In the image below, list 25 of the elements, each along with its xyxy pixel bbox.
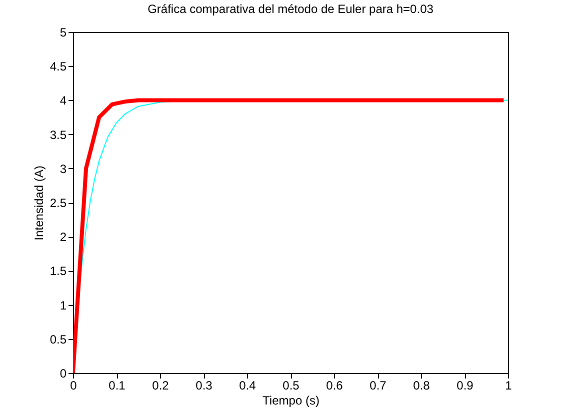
x-tick-label: 0.1: [108, 378, 126, 392]
x-tick-label: 0.5: [282, 378, 300, 392]
x-tick-label: 0.4: [239, 378, 256, 392]
y-tick-label: 5: [60, 26, 67, 40]
x-axis-title: Tiempo (s): [262, 394, 320, 408]
x-tick-label: 0: [70, 378, 78, 392]
y-tick-label: 4: [60, 94, 67, 108]
y-tick-label: 2.5: [50, 196, 67, 210]
y-tick-label: 2: [60, 230, 67, 244]
x-tick-label: 0.6: [326, 378, 344, 392]
y-tick-label: 1: [60, 298, 67, 312]
x-tick-label: 0.3: [196, 378, 213, 392]
x-tick-label: 0.7: [370, 378, 387, 392]
x-tick-label: 0.8: [413, 378, 430, 392]
x-tick-label: 0.9: [456, 378, 474, 392]
x-tick-label: 0.2: [152, 378, 170, 392]
chart-title: Gráfica comparativa del método de Euler para h=0.03: [148, 2, 434, 16]
y-axis-title: Intensidad (A): [32, 166, 46, 240]
y-tick-label: 0: [60, 366, 67, 380]
x-tick-label: 1: [505, 378, 512, 392]
y-tick-label: 0.5: [50, 332, 67, 346]
y-tick-label: 1.5: [50, 264, 67, 278]
y-tick-label: 3: [60, 162, 67, 176]
y-tick-label: 4.5: [50, 60, 67, 74]
y-tick-label: 3.5: [50, 128, 67, 142]
